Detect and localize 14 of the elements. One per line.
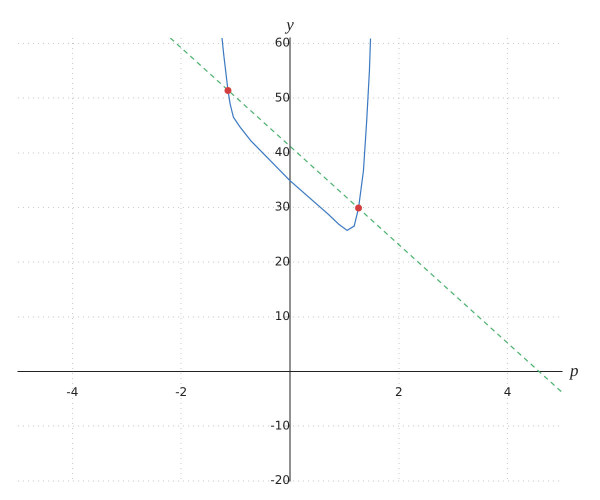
y-tick-label: 50	[274, 90, 290, 104]
x-tick-label: -2	[175, 384, 188, 399]
y-tick-label: -10	[270, 418, 290, 432]
y-tick-label: 30	[274, 200, 290, 214]
y-tick-label: 60	[274, 36, 290, 50]
x-axis-title: p	[569, 360, 578, 380]
y-axis-title: y	[284, 14, 294, 34]
x-tick-label: 4	[504, 384, 512, 399]
x-tick-label: -4	[66, 384, 78, 399]
y-tick-label: 20	[274, 254, 290, 268]
y-tick-label: 10	[274, 308, 290, 323]
y-tick-label: -20	[270, 472, 290, 487]
y-tick-label: 40	[274, 144, 290, 159]
x-tick-label: 2	[394, 384, 403, 399]
